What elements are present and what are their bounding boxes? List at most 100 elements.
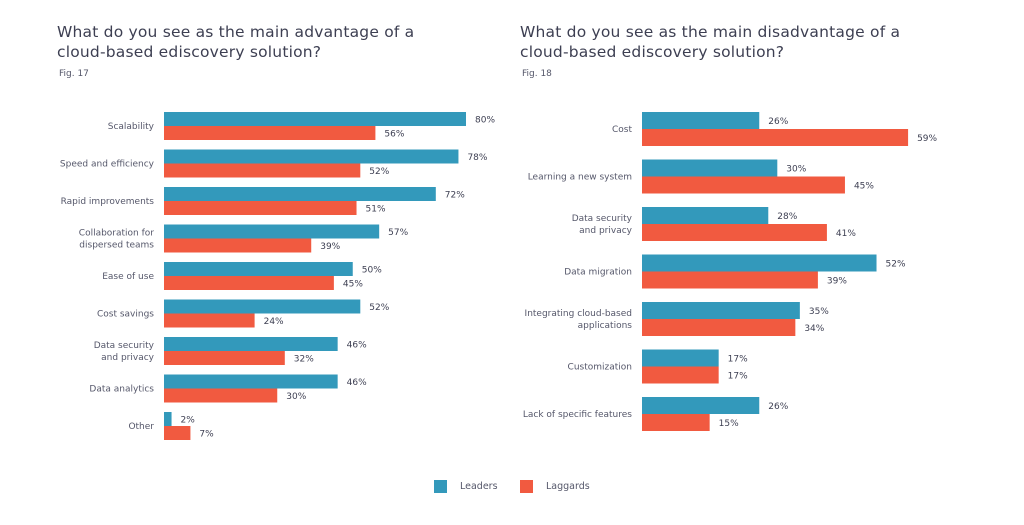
category-group-customization: Customization 17% 17% xyxy=(568,349,748,384)
category-group-cost: Cost 26% 59% xyxy=(612,112,938,146)
data-label-laggards: 52% xyxy=(369,167,389,177)
bar-leaders-learning-a-new-system xyxy=(642,159,778,177)
figure-label: Fig. 18 xyxy=(522,69,552,79)
data-label-laggards: 39% xyxy=(827,277,847,287)
bar-leaders-data-migration xyxy=(642,254,877,272)
data-label-laggards: 39% xyxy=(320,242,340,252)
category-label: Other xyxy=(128,422,154,432)
category-group-speed-and-efficiency: Speed and efficiency 78% 52% xyxy=(60,149,488,178)
bar-leaders-ease-of-use xyxy=(164,262,353,276)
data-label-leaders: 46% xyxy=(347,378,367,388)
legend-item-laggards: Laggards xyxy=(520,480,590,493)
bar-leaders-scalability xyxy=(164,112,466,126)
bar-laggards-customization xyxy=(642,366,719,384)
category-label: Cost savings xyxy=(97,310,154,320)
bar-leaders-other xyxy=(164,412,172,426)
category-label: Data security and privacy xyxy=(572,214,633,236)
data-label-laggards: 32% xyxy=(294,355,314,365)
data-label-leaders: 52% xyxy=(886,260,906,270)
bar-leaders-cost xyxy=(642,112,760,129)
data-label-laggards: 17% xyxy=(728,372,748,382)
data-label-leaders: 28% xyxy=(777,212,797,222)
data-label-laggards: 30% xyxy=(286,392,306,402)
bar-laggards-learning-a-new-system xyxy=(642,176,845,194)
data-label-laggards: 45% xyxy=(343,280,363,290)
category-label: Data migration xyxy=(564,268,632,278)
bar-leaders-customization xyxy=(642,349,719,367)
data-label-laggards: 51% xyxy=(366,205,386,215)
bar-leaders-speed-and-efficiency xyxy=(164,149,459,164)
data-label-leaders: 30% xyxy=(786,165,806,175)
data-label-leaders: 80% xyxy=(475,116,495,126)
data-label-laggards: 41% xyxy=(836,229,856,239)
data-label-leaders: 46% xyxy=(347,341,367,351)
bar-laggards-cost-savings xyxy=(164,313,255,328)
category-label: Data analytics xyxy=(89,385,154,395)
legend-label-leaders: Leaders xyxy=(460,481,498,492)
category-group-data-migration: Data migration 52% 39% xyxy=(564,254,906,289)
chart-title: What do you see as the main disadvantage… xyxy=(520,23,901,61)
bar-leaders-cost-savings xyxy=(164,299,361,314)
data-label-laggards: 56% xyxy=(384,130,404,140)
data-label-leaders: 26% xyxy=(768,117,788,127)
legend-item-leaders: Leaders xyxy=(434,480,498,493)
category-label: Integrating cloud-based applications xyxy=(525,309,633,331)
bar-leaders-collaboration-for-dispersed-teams xyxy=(164,224,380,239)
bar-laggards-rapid-improvements xyxy=(164,201,357,215)
category-group-rapid-improvements: Rapid improvements 72% 51% xyxy=(61,187,465,215)
category-label: Cost xyxy=(612,125,632,135)
category-label: Speed and efficiency xyxy=(60,160,155,170)
category-group-collaboration-for-dispersed-teams: Collaboration for dispersed teams 57% 39% xyxy=(79,224,409,253)
legend-label-laggards: Laggards xyxy=(546,481,590,492)
bar-laggards-cost xyxy=(642,129,909,146)
category-label: Scalability xyxy=(108,122,155,132)
bar-laggards-collaboration-for-dispersed-teams xyxy=(164,238,312,253)
advantages-bar-chart: Scalability 80% 56% Speed and efficiency 78%… xyxy=(60,112,495,440)
bar-leaders-integrating-cloud-based-applications xyxy=(642,302,800,319)
disadvantages-bar-chart: Cost 26% 59% Learning a new system 30% 45% Dat… xyxy=(523,112,938,431)
category-group-integrating-cloud-based-applications: Integrating cloud-based applications 35% 34… xyxy=(525,302,829,336)
bar-laggards-ease-of-use xyxy=(164,276,334,290)
data-label-laggards: 7% xyxy=(199,430,214,440)
bar-laggards-scalability xyxy=(164,126,376,140)
chart-panel-advantages: What do you see as the main advantage of… xyxy=(0,0,512,470)
data-label-laggards: 59% xyxy=(917,134,937,144)
data-label-laggards: 34% xyxy=(804,324,824,334)
category-group-scalability: Scalability 80% 56% xyxy=(108,112,495,140)
data-label-leaders: 17% xyxy=(728,355,748,365)
legend-swatch-leaders xyxy=(434,480,447,493)
data-label-leaders: 57% xyxy=(388,228,408,238)
figure-label: Fig. 17 xyxy=(59,69,89,79)
legend-swatch-laggards xyxy=(520,480,533,493)
category-group-ease-of-use: Ease of use 50% 45% xyxy=(102,262,382,290)
data-label-leaders: 52% xyxy=(369,303,389,313)
chart-panel-disadvantages: What do you see as the main disadvantage… xyxy=(462,0,1024,470)
category-group-lack-of-specific-features: Lack of specific features 26% 15% xyxy=(523,397,789,431)
data-label-leaders: 26% xyxy=(768,402,788,412)
bar-leaders-data-security-and-privacy xyxy=(642,207,769,224)
bar-leaders-rapid-improvements xyxy=(164,187,436,201)
category-label: Rapid improvements xyxy=(61,197,155,207)
category-label: Data security and privacy xyxy=(94,341,155,363)
data-label-leaders: 50% xyxy=(362,266,382,276)
category-group-learning-a-new-system: Learning a new system 30% 45% xyxy=(528,159,874,194)
data-label-laggards: 24% xyxy=(264,317,284,327)
bar-laggards-data-migration xyxy=(642,271,818,289)
bar-leaders-lack-of-specific-features xyxy=(642,397,760,414)
data-label-laggards: 45% xyxy=(854,182,874,192)
data-label-leaders: 2% xyxy=(181,416,196,426)
bar-laggards-speed-and-efficiency xyxy=(164,163,361,178)
chart-legend: Leaders Laggards xyxy=(0,480,1024,500)
bar-laggards-other xyxy=(164,426,191,440)
category-label: Lack of specific features xyxy=(523,410,632,420)
data-label-laggards: 15% xyxy=(719,419,739,429)
category-label: Ease of use xyxy=(102,272,154,282)
category-group-other: Other 2%7% xyxy=(128,412,214,440)
category-group-cost-savings: Cost savings 52% 24% xyxy=(97,299,390,328)
bar-laggards-integrating-cloud-based-applications xyxy=(642,319,796,336)
category-label: Collaboration for dispersed teams xyxy=(79,229,155,251)
bar-laggards-data-security-and-privacy xyxy=(164,351,285,365)
category-group-data-security-and-privacy: Data security and privacy 28% 41% xyxy=(572,207,856,241)
bar-laggards-lack-of-specific-features xyxy=(642,414,710,431)
data-label-leaders: 78% xyxy=(467,153,487,163)
